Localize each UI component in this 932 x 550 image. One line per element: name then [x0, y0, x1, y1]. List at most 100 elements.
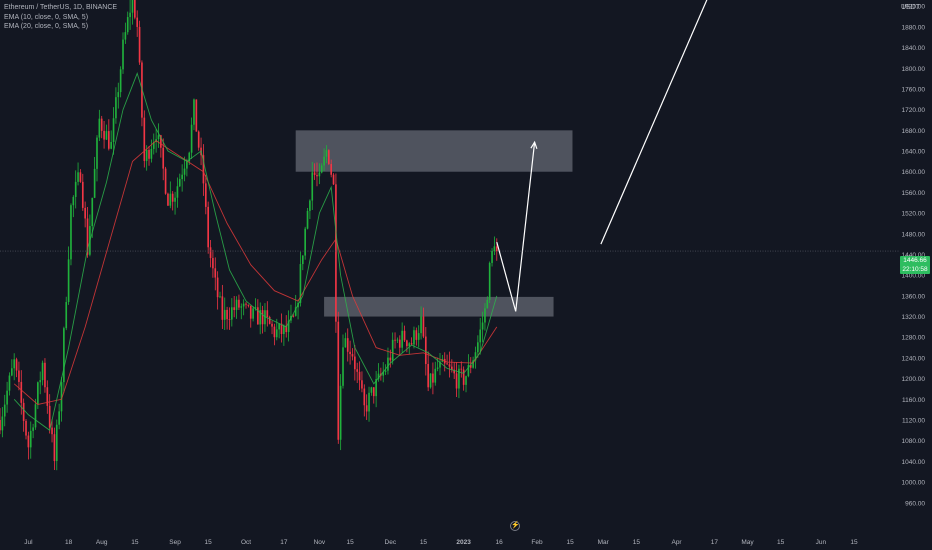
candle-body [424, 336, 427, 364]
candle-body [223, 309, 226, 320]
time-axis[interactable]: Jul 18 Aug 15 Sep 15 Oct 17 Nov 15 Dec 15 2023 16 Feb 1… [24, 539, 858, 546]
time-tick-label: Jul [24, 539, 33, 546]
candle-body [264, 310, 266, 325]
candle-body [160, 135, 162, 148]
price-tick-label: 960.00 [905, 500, 925, 507]
candle-body [391, 339, 394, 361]
candle-body [15, 359, 18, 371]
price-tick-label: 1080.00 [902, 438, 926, 445]
candle-body [110, 141, 113, 149]
candle-body [93, 168, 96, 198]
candle-body [186, 161, 188, 169]
candle-body [420, 316, 422, 334]
candle-body [299, 264, 302, 303]
ema20-legend[interactable]: EMA (20, close, 0, SMA, 5) [4, 23, 89, 30]
bar-countdown: 22:10:58 [902, 265, 928, 273]
ema-layer [13, 72, 498, 432]
candle-body [266, 310, 269, 318]
candle-body [115, 97, 117, 119]
candle-body [65, 302, 68, 329]
candle-body [32, 427, 34, 431]
candle-body [195, 99, 198, 132]
candle-body [197, 131, 200, 148]
candle-body [323, 156, 325, 166]
candle-body [403, 330, 406, 341]
candle-body [304, 228, 306, 256]
last-price-value: 1446.66 [903, 257, 927, 264]
candle-body [214, 268, 217, 278]
candle-body [162, 147, 165, 169]
candle-body [280, 323, 283, 334]
candle-body [39, 380, 42, 383]
price-unit-label[interactable]: USDT [900, 4, 920, 11]
candle-body [193, 99, 195, 125]
candle-body [207, 206, 209, 248]
candle-body [46, 387, 49, 406]
arrow-head [530, 140, 538, 149]
candle-body [394, 339, 396, 341]
candle-body [100, 118, 103, 131]
zones-layer [295, 130, 573, 317]
candle-body [86, 218, 89, 255]
price-tick-label: 1720.00 [902, 107, 926, 114]
candle-body [339, 385, 342, 440]
candle-body [8, 375, 11, 391]
ema10-legend[interactable]: EMA (10, close, 0, SMA, 5) [4, 13, 89, 21]
candle-body [209, 247, 212, 259]
candle-body [122, 39, 124, 70]
candle-body [344, 338, 347, 348]
candle-body [44, 362, 46, 388]
chart-legend: Ethereum / TetherUS, 1D, BINANCE EMA (10… [4, 3, 117, 32]
candle-body [72, 196, 75, 206]
candle-body [27, 435, 30, 448]
candle-body [356, 369, 359, 372]
candle-body [477, 342, 479, 353]
candle-body [491, 251, 493, 263]
candle-body [37, 382, 39, 405]
candle-body [436, 367, 439, 369]
zone-rect [324, 296, 554, 317]
candle-body [389, 357, 392, 361]
candle-body [337, 321, 340, 440]
candle-body [261, 310, 264, 325]
candle-body [398, 339, 401, 348]
candle-body [479, 329, 482, 343]
price-axis[interactable]: 960.00 1000.00 1040.00 1080.00 1120.00 1160.0… [902, 4, 926, 508]
candle-body [495, 246, 498, 252]
price-tick-label: 1320.00 [902, 314, 926, 321]
candle-body [240, 306, 243, 308]
time-tick-label: Oct [241, 539, 251, 546]
candle-body [349, 351, 351, 355]
candle-body [287, 320, 290, 333]
candle-body [84, 207, 86, 219]
price-tick-label: 1480.00 [902, 231, 926, 238]
candle-body [408, 343, 411, 347]
candle-body [129, 12, 131, 18]
candle-body [98, 118, 101, 138]
candle-body [11, 368, 13, 376]
candle-body [119, 69, 122, 93]
candle-body [138, 26, 141, 63]
projection-line [496, 142, 536, 312]
candle-body [143, 117, 146, 161]
candle-body [254, 307, 257, 309]
time-tick-label: 2023 [456, 539, 471, 546]
candle-body [228, 319, 231, 320]
candle-body [401, 330, 403, 348]
symbol-title[interactable]: Ethereum / TetherUS, 1D, BINANCE [4, 4, 118, 11]
candle-body [372, 387, 375, 397]
candle-body [396, 339, 399, 341]
candle-body [77, 172, 79, 182]
candle-body [136, 17, 139, 27]
flash-icon[interactable]: ⚡ [510, 521, 520, 531]
candle-body [25, 420, 27, 436]
candle-body [13, 359, 16, 369]
candle-body [79, 172, 82, 182]
candle-body [268, 317, 271, 324]
candle-body [406, 340, 408, 347]
candle-body [384, 370, 387, 372]
price-tick-label: 1640.00 [902, 149, 926, 156]
time-tick-label: 15 [205, 539, 213, 546]
candle-body [63, 328, 65, 383]
